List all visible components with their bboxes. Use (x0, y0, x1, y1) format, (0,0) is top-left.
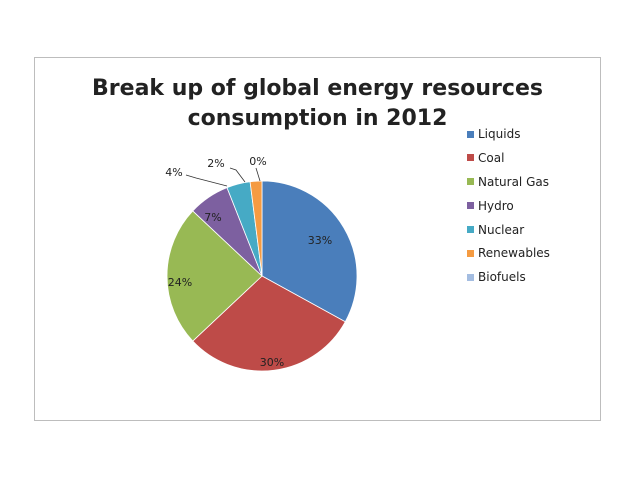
legend-swatch-renewables (467, 249, 474, 257)
legend-item-nuclear: Nuclear (467, 220, 567, 240)
legend-label-coal: Coal (478, 150, 505, 165)
legend-swatch-hydro (467, 202, 474, 210)
data-label-nuclear: 4% (165, 166, 182, 179)
pie-slice-natural-gas (166, 210, 263, 342)
data-label-biofuels: 0% (249, 155, 266, 168)
legend-item-biofuels: Biofuels (467, 267, 567, 287)
legend-label-renewables: Renewables (478, 246, 550, 261)
legend-swatch-natural-gas (467, 178, 474, 186)
legend-swatch-nuclear (467, 226, 474, 234)
leader-line-renewables (229, 167, 246, 183)
legend: Liquids Coal Natural Gas Hydro Nuclear Renewa… (467, 124, 567, 291)
data-label-renewables: 2% (207, 157, 224, 170)
data-label-liquids: 33% (308, 234, 332, 247)
leader-line-biofuels (255, 167, 261, 182)
legend-label-liquids: Liquids (478, 127, 521, 141)
legend-swatch-coal (467, 154, 474, 162)
legend-label-hydro: Hydro (478, 198, 514, 213)
legend-label-biofuels: Biofuels (478, 270, 526, 285)
legend-swatch-liquids (467, 130, 474, 138)
legend-item-renewables: Renewables (467, 243, 567, 263)
data-label-coal: 30% (260, 356, 284, 369)
legend-label-natural-gas: Natural Gas (478, 174, 549, 189)
legend-swatch-biofuels (467, 273, 474, 281)
pie-slice-renewables (249, 180, 263, 277)
chart-title: Break up of global energy resources cons… (35, 74, 600, 134)
legend-item-liquids: Liquids (467, 124, 567, 144)
legend-item-hydro: Hydro (467, 196, 567, 216)
pie-slice-coal (192, 275, 346, 372)
legend-label-nuclear: Nuclear (478, 222, 525, 237)
pie-slice-liquids (261, 180, 358, 323)
legend-item-natural-gas: Natural Gas (467, 172, 567, 192)
data-label-hydro: 7% (204, 211, 221, 224)
legend-item-coal: Coal (467, 148, 567, 168)
chart-title-line-1: Break up of global energy resources (92, 76, 543, 101)
chart-frame: Break up of global energy resources cons… (34, 57, 601, 421)
leader-line-nuclear (185, 174, 228, 187)
data-label-natural-gas: 24% (168, 276, 192, 289)
chart-title-line-2: consumption in 2012 (187, 106, 448, 131)
